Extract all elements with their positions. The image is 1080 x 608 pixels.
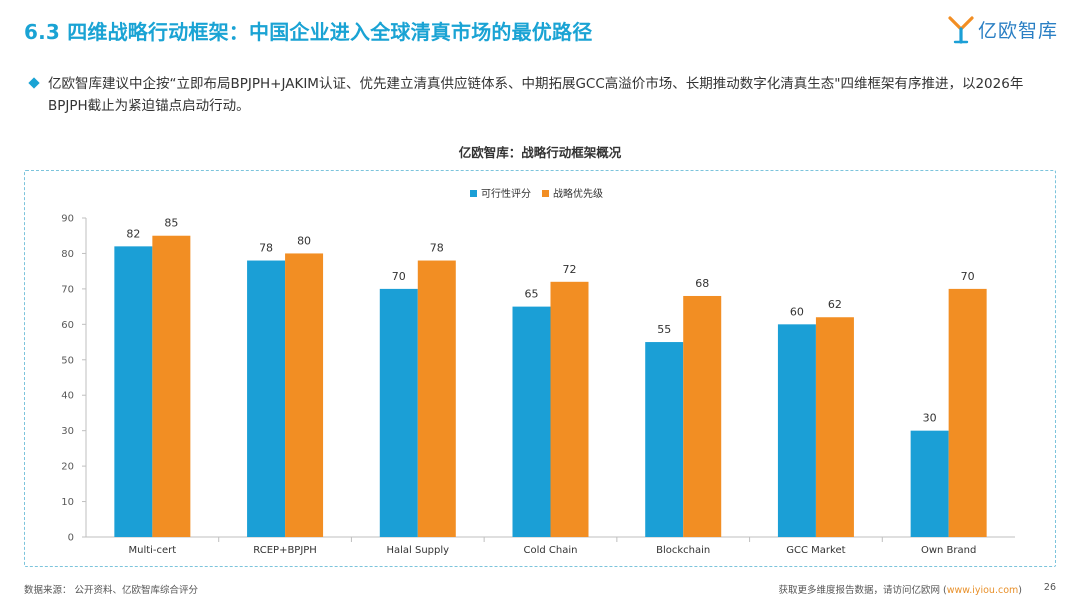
brand-logo: 亿欧智库: [948, 14, 1058, 44]
bar-feasibility: [910, 430, 949, 537]
footer-note: 获取更多维度报告数据，请访问亿欧网 (www.iyiou.com): [779, 582, 1022, 596]
data-label: 70: [392, 270, 406, 283]
y-tick-label: 90: [61, 214, 74, 225]
y-tick-label: 80: [61, 249, 74, 260]
summary-text: 亿欧智库建议中企按“立即布局BPJPH+JAKIM认证、优先建立清真供应链体系、…: [48, 76, 1024, 114]
summary-block: 亿欧智库建议中企按“立即布局BPJPH+JAKIM认证、优先建立清真供应链体系、…: [28, 73, 1060, 117]
data-label: 78: [430, 242, 444, 255]
data-label: 78: [259, 242, 273, 255]
data-label: 68: [695, 277, 709, 290]
y-tick-label: 20: [61, 462, 74, 473]
legend-label: 战略优先级: [553, 187, 603, 200]
y-tick-label: 50: [61, 355, 74, 366]
page-title: 6.3 四维战略行动框架：中国企业进入全球清真市场的最优路径: [24, 20, 593, 44]
x-tick-label: Halal Supply: [386, 545, 449, 556]
y-tick-label: 0: [68, 533, 74, 544]
data-label: 30: [923, 412, 937, 425]
bar-priority: [683, 295, 722, 537]
data-label: 70: [961, 270, 975, 283]
y-tick-label: 10: [61, 497, 74, 508]
data-label: 62: [828, 298, 842, 311]
data-label: 65: [525, 288, 539, 301]
logo-icon: [948, 16, 974, 44]
data-label: 80: [297, 234, 311, 247]
bar-feasibility: [645, 342, 684, 537]
data-label: 85: [164, 217, 178, 230]
bar-feasibility: [247, 260, 286, 537]
bar-feasibility: [512, 306, 551, 537]
y-tick-label: 70: [61, 284, 74, 295]
bar-priority: [550, 281, 589, 537]
footer-source: 数据来源： 公开资料、亿欧智库综合评分: [24, 585, 199, 596]
bar-priority: [417, 260, 456, 537]
x-tick-label: GCC Market: [786, 545, 845, 556]
data-label: 55: [657, 323, 671, 336]
chart-frame: 0 10 20 30 40 50 60 70 80 90 82 85 Multi-cert 78 80 RCE…: [24, 170, 1056, 567]
bar-priority: [815, 317, 854, 537]
footer-note-prefix: 获取更多维度报告数据，请访问亿欧网 (: [778, 585, 947, 596]
legend-label: 可行性评分: [481, 187, 531, 200]
legend-swatch: [542, 190, 549, 197]
data-label: 82: [126, 227, 140, 240]
bar-chart: 0 10 20 30 40 50 60 70 80 90 82 85 Multi-cert 78 80 RCE…: [61, 187, 1015, 556]
x-tick-label: Cold Chain: [524, 545, 578, 556]
x-tick-label: Multi-cert: [128, 545, 176, 556]
data-label: 72: [563, 263, 577, 276]
y-tick-label: 60: [61, 320, 74, 331]
data-label: 60: [790, 305, 804, 318]
x-tick-label: Blockchain: [656, 545, 710, 556]
y-tick-label: 40: [61, 391, 74, 402]
bar-feasibility: [379, 288, 418, 537]
footer-link[interactable]: www.iyiou.com: [946, 585, 1019, 596]
bar-priority: [152, 235, 191, 537]
logo-text: 亿欧智库: [977, 19, 1058, 42]
x-tick-label: Own Brand: [921, 545, 976, 556]
page-number: 26: [1043, 582, 1056, 593]
bar-feasibility: [114, 246, 153, 537]
diamond-bullet-icon: [28, 77, 40, 89]
y-tick-label: 30: [61, 426, 74, 437]
x-tick-label: RCEP+BPJPH: [253, 545, 317, 556]
legend-swatch: [470, 190, 477, 197]
bar-feasibility: [777, 324, 816, 537]
bar-priority: [948, 288, 987, 537]
footer-note-suffix: ): [1018, 585, 1022, 596]
chart-title: 亿欧智库：战略行动框架概况: [458, 145, 622, 160]
bar-priority: [285, 253, 324, 537]
